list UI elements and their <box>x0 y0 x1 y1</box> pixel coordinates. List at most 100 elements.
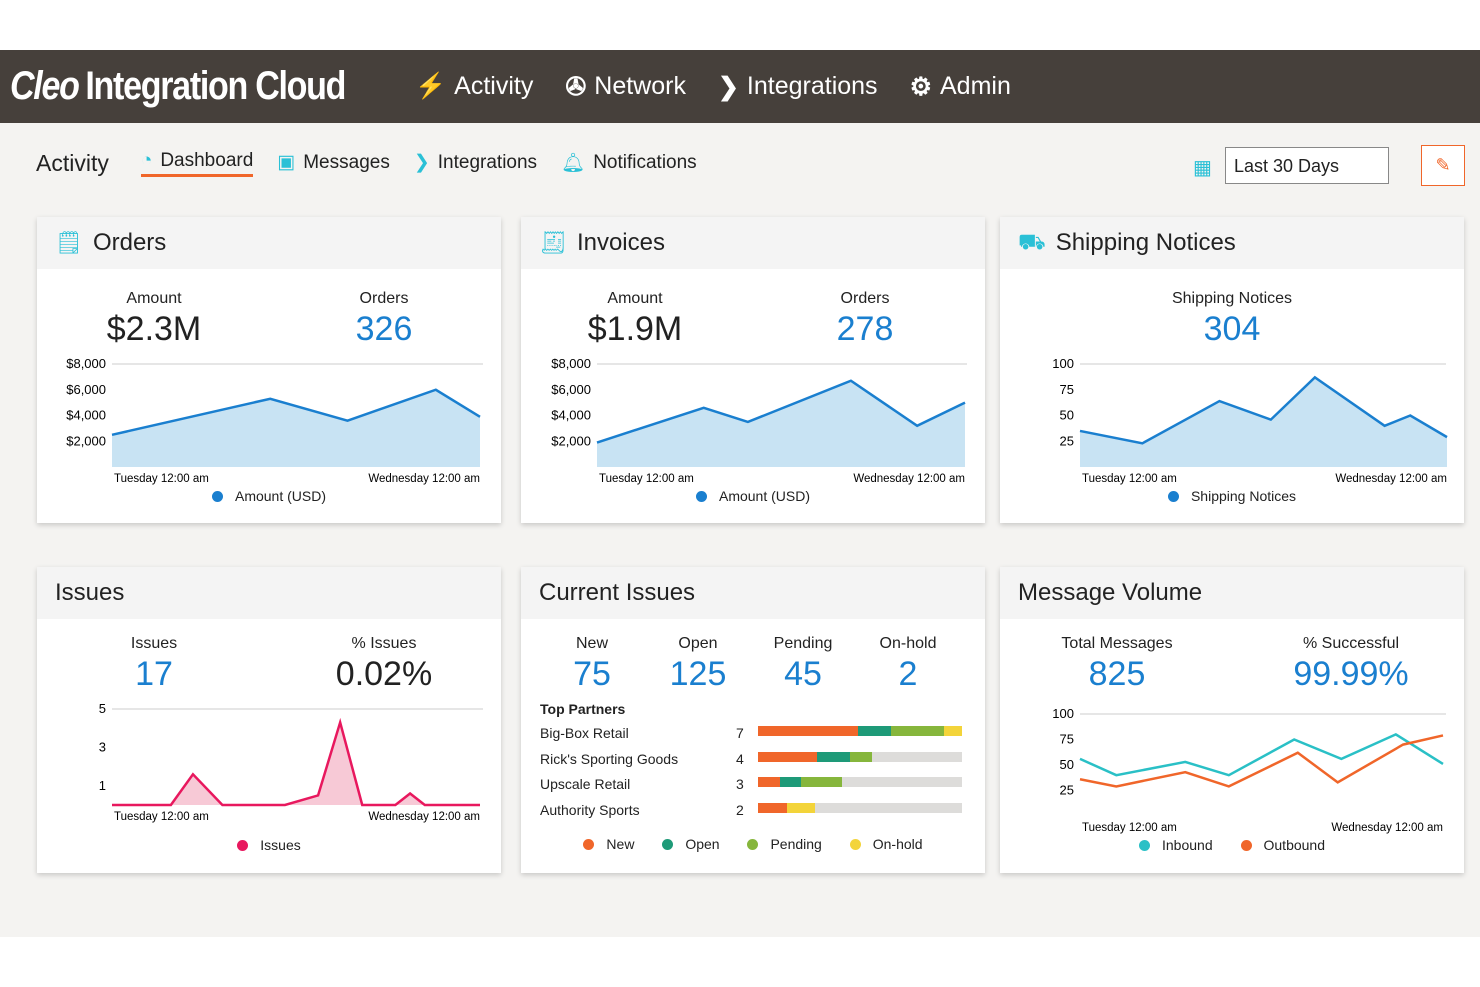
tab-messages[interactable]: ▣ Messages <box>277 151 390 174</box>
invoices-card: 🧾︎ Invoices Amount $1.9M Orders 278 $2,000 $… <box>521 217 985 523</box>
legend-dot <box>237 840 249 851</box>
legend-outbound: Outbound <box>1235 837 1332 853</box>
partner-bar <box>758 726 962 736</box>
y-tick-label: 50 <box>1060 408 1074 423</box>
legend-new: New <box>577 836 640 852</box>
legend-dot <box>211 491 223 502</box>
card-title: Orders <box>92 229 167 256</box>
partner-count: 7 <box>736 725 744 741</box>
x-tick-label: Wednesday 12:00 am <box>368 473 480 485</box>
issues-chart: 1 3 5 Tuesday 12:00 am Wednesday 12:00 am <box>99 701 483 823</box>
y-tick-label: 50 <box>1060 757 1074 772</box>
x-tick-label: Tuesday 12:00 am <box>114 473 209 485</box>
kpi-total-messages: Total Messages 825 <box>1061 635 1173 693</box>
y-tick-label: $8,000 <box>66 356 106 371</box>
legend-open: Open <box>656 836 725 852</box>
bar-segment-open <box>780 777 801 787</box>
partner-name[interactable]: Big-Box Retail <box>540 725 629 741</box>
x-tick-label: Wednesday 12:00 am <box>1331 822 1443 834</box>
card-title: Message Volume <box>1018 579 1203 606</box>
x-tick-label: Tuesday 12:00 am <box>1082 822 1177 834</box>
calendar-icon[interactable]: ▦ <box>1193 157 1212 179</box>
message-volume-chart: 25 50 75 100 Tuesday 12:00 am Wednesday 12:00… <box>1052 706 1446 834</box>
edit-button[interactable]: ✎ <box>1421 145 1465 186</box>
y-tick-label: 3 <box>99 739 106 754</box>
partner-name[interactable]: Rick's Sporting Goods <box>540 750 679 767</box>
nav-admin[interactable]: ⚙ Admin <box>909 72 1011 101</box>
legend: Amount (USD) <box>37 488 501 504</box>
partner-bar <box>758 802 962 813</box>
cleo-logo[interactable]: Cleo Integration Cloud <box>10 64 346 108</box>
date-range-select[interactable]: Last 30 Days <box>1225 147 1389 184</box>
legend-pending: Pending <box>741 836 827 852</box>
issues-card: Issues Issues 17 % Issues 0.02% 1 3 5 Tuesday… <box>37 567 501 873</box>
kpi-amount: Amount $2.3M <box>106 290 202 348</box>
series-line-amount-usd- <box>111 388 481 437</box>
shipping-chart: 25 50 75 100 Tuesday 12:00 am Wednesday 12:00… <box>1052 356 1448 485</box>
invoice-icon: 🧾︎ <box>539 230 567 255</box>
partner-count: 4 <box>736 750 744 767</box>
y-tick-label: $6,000 <box>66 382 106 397</box>
inbox-icon: ▣ <box>277 152 296 173</box>
y-tick-label: $8,000 <box>551 356 591 371</box>
partner-bar <box>758 751 962 762</box>
shipping-card: ⛟ Shipping Notices Shipping Notices 304 25… <box>1000 217 1464 523</box>
dashboard-icon: ◔ <box>140 150 153 171</box>
kpi-percent-issues: % Issues 0.02% <box>335 635 433 693</box>
kpi-percent-successful: % Successful 99.99% <box>1293 635 1409 693</box>
bar-segment-new <box>758 802 787 813</box>
tab-dashboard[interactable]: ◔ Dashboard <box>140 150 254 177</box>
kpi-orders: Orders 278 <box>836 290 894 348</box>
current-issues-card: Current Issues New 75 Open 125 Pending 45 O… <box>521 567 985 873</box>
tab-notifications[interactable]: 🔔︎ Notifications <box>561 151 697 174</box>
x-tick-label: Wednesday 12:00 am <box>1335 473 1447 485</box>
card-title: Shipping Notices <box>1055 229 1236 256</box>
kpi-amount: Amount $1.9M <box>587 290 683 348</box>
kpi-pending: Pending 45 <box>773 635 833 693</box>
partner-name[interactable]: Authority Sports <box>540 801 640 818</box>
network-icon: ✇ <box>565 72 587 101</box>
y-tick-label: $2,000 <box>551 433 591 448</box>
legend: Inbound Outbound <box>1000 837 1464 853</box>
x-tick-label: Tuesday 12:00 am <box>599 473 694 485</box>
kpi-orders: Orders 326 <box>355 290 413 348</box>
partner-name[interactable]: Upscale Retail <box>540 776 631 792</box>
bar-segment-new <box>758 751 818 762</box>
legend: Shipping Notices <box>1000 488 1464 504</box>
nav-integrations[interactable]: ❯ Integrations <box>717 72 878 101</box>
activity-icon: ⚡ <box>415 72 447 100</box>
bar-segment-new <box>758 777 781 787</box>
series-line-amount-usd- <box>596 379 966 444</box>
kpi-new: New 75 <box>573 635 611 693</box>
section-title: Activity <box>36 150 109 176</box>
series-area <box>112 389 480 467</box>
y-tick-label: $2,000 <box>66 433 106 448</box>
bar-segment-open <box>857 726 891 736</box>
bar-segment-new <box>758 726 858 736</box>
integrations-icon: ❯ <box>413 152 430 173</box>
tab-integrations[interactable]: ❯ Integrations <box>413 151 538 174</box>
truck-icon: ⛟ <box>1018 228 1046 254</box>
bar-segment-open <box>817 751 850 762</box>
nav-activity[interactable]: ⚡ Activity <box>415 72 534 100</box>
series-line-inbound <box>1079 732 1444 777</box>
sub-nav: Activity ◔ Dashboard ▣ Messages ❯ Integrati… <box>36 150 697 177</box>
orders-icon: 🗒︎ <box>55 230 83 255</box>
series-line-issues <box>112 717 480 807</box>
y-tick-label: 1 <box>99 778 106 793</box>
nav-network[interactable]: ✇ Network <box>565 72 686 101</box>
bar-segment-on-hold <box>786 802 816 813</box>
integrations-icon: ❯ <box>717 72 739 101</box>
card-title: Issues <box>55 579 125 606</box>
bar-segment-pending <box>890 726 944 736</box>
series-area <box>597 380 965 467</box>
bar-segment-pending <box>800 777 842 787</box>
x-tick-label: Wednesday 12:00 am <box>368 811 480 823</box>
series-area <box>1080 377 1447 467</box>
y-tick-label: $6,000 <box>551 382 591 397</box>
card-title: Invoices <box>576 229 665 256</box>
legend-dot <box>695 491 707 502</box>
y-tick-label: 25 <box>1060 433 1074 448</box>
top-partners-title: Top Partners <box>540 701 626 717</box>
y-tick-label: 25 <box>1060 783 1074 798</box>
